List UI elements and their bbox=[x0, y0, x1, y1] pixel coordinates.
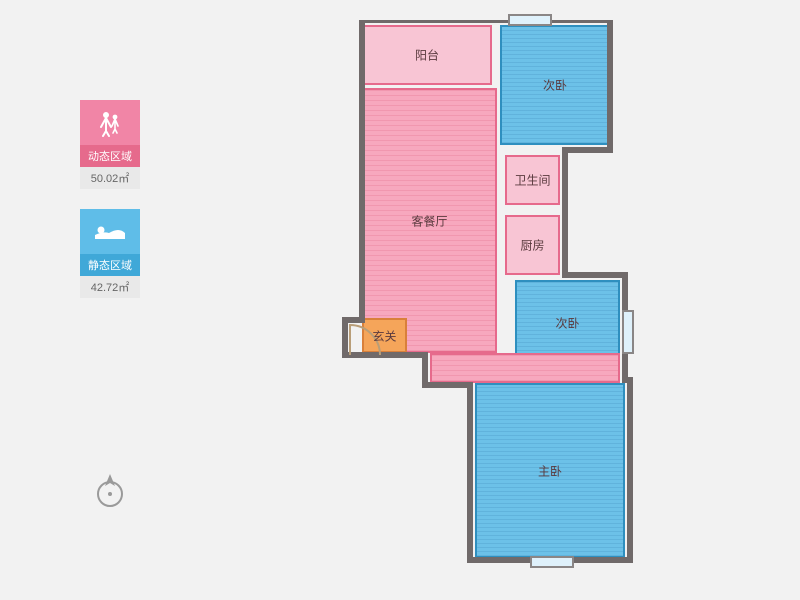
legend-dynamic: 动态区域 50.02㎡ bbox=[80, 100, 150, 189]
room-label-kitchen: 厨房 bbox=[520, 237, 544, 254]
room-label-bed2_mid: 次卧 bbox=[555, 314, 579, 331]
legend-dynamic-value: 50.02㎡ bbox=[80, 167, 140, 189]
room-label-master: 主卧 bbox=[538, 462, 562, 479]
legend-dynamic-label: 动态区域 bbox=[80, 145, 140, 167]
people-icon bbox=[80, 100, 140, 145]
room-label-entry: 玄关 bbox=[372, 327, 396, 344]
legend: 动态区域 50.02㎡ 静态区域 42.72㎡ bbox=[80, 100, 150, 318]
compass-icon bbox=[90, 470, 130, 510]
legend-static-label: 静态区域 bbox=[80, 254, 140, 276]
legend-static-value: 42.72㎡ bbox=[80, 276, 140, 298]
room-label-balcony: 阳台 bbox=[415, 47, 439, 64]
room-corridor bbox=[430, 353, 620, 383]
legend-static: 静态区域 42.72㎡ bbox=[80, 209, 150, 298]
window-bump-2 bbox=[622, 310, 634, 354]
room-label-bed2_top: 次卧 bbox=[543, 77, 567, 94]
room-label-bath: 卫生间 bbox=[514, 172, 550, 189]
window-bump-1 bbox=[530, 556, 574, 568]
room-label-living: 客餐厅 bbox=[411, 212, 447, 229]
sleep-icon bbox=[80, 209, 140, 254]
floor-plan: 阳台次卧卫生间客餐厅厨房次卧玄关主卧 bbox=[330, 20, 720, 580]
window-bump-0 bbox=[508, 14, 552, 26]
